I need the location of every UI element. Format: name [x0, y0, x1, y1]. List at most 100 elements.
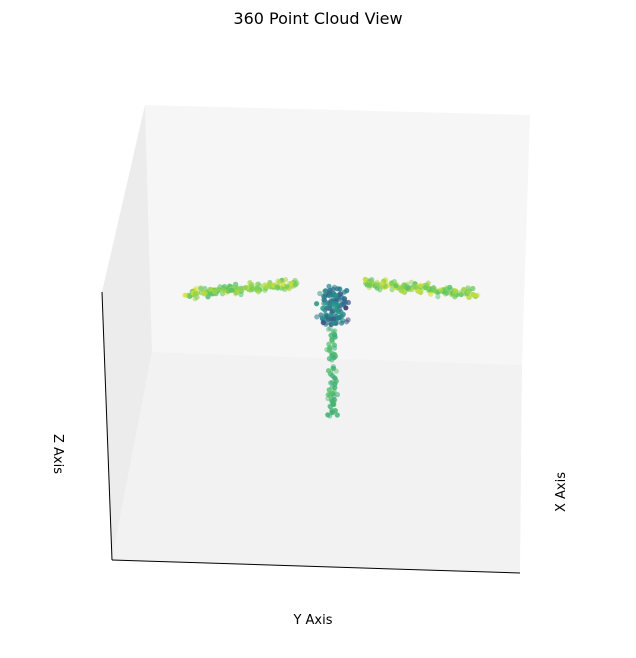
- point-left-arm: [249, 286, 255, 293]
- point-right-arm: [452, 289, 458, 295]
- point-right-arm: [418, 282, 424, 288]
- left-pane: [102, 105, 152, 560]
- point-left-arm: [264, 284, 270, 290]
- point-right-arm: [428, 291, 434, 297]
- point-right-arm: [448, 287, 454, 293]
- point-left-arm: [186, 292, 192, 298]
- point-neck: [343, 319, 350, 325]
- point-stem: [332, 397, 338, 403]
- point-left-arm: [205, 294, 211, 300]
- point-right-arm: [465, 285, 471, 291]
- point-left-arm: [233, 281, 239, 287]
- point-right-arm: [435, 294, 441, 300]
- z-axis-line: [101, 291, 113, 561]
- floor-pane: [112, 352, 522, 573]
- point-right-arm: [467, 294, 473, 300]
- point-left-arm: [242, 285, 248, 291]
- point-left-arm: [193, 285, 199, 291]
- point-neck: [344, 288, 350, 294]
- point-right-arm: [458, 289, 464, 295]
- point-right-arm: [472, 292, 478, 298]
- y-axis-line: [111, 559, 521, 574]
- point-neck: [343, 305, 349, 311]
- point-left-arm: [182, 292, 188, 298]
- point-left-arm: [211, 289, 217, 295]
- back-pane: [145, 105, 530, 365]
- point-cloud: [182, 276, 481, 419]
- point-neck: [339, 320, 345, 326]
- point-left-arm: [255, 289, 262, 295]
- point-neck: [314, 301, 320, 307]
- point-left-arm: [220, 285, 226, 291]
- point-right-arm: [412, 284, 419, 290]
- point-stem: [334, 412, 340, 418]
- point-neck: [345, 317, 351, 323]
- point-neck: [337, 297, 343, 303]
- point-neck: [330, 286, 336, 292]
- point-left-arm: [200, 290, 206, 296]
- point-neck: [320, 293, 327, 299]
- point-stem: [332, 385, 338, 391]
- point-stem: [328, 380, 334, 386]
- point-stem: [329, 373, 336, 379]
- point-stem: [325, 368, 332, 374]
- point-stem: [328, 391, 334, 397]
- point-right-arm: [379, 281, 385, 287]
- point-right-arm: [436, 289, 442, 295]
- point-stem: [325, 395, 331, 402]
- point-left-arm: [282, 277, 289, 283]
- point-left-arm: [292, 282, 298, 288]
- point-right-arm: [431, 286, 437, 292]
- point-left-arm: [254, 281, 260, 287]
- point-stem: [325, 326, 332, 332]
- point-neck: [328, 312, 334, 318]
- point-neck: [331, 316, 337, 322]
- point-right-arm: [438, 287, 444, 293]
- point-right-arm: [374, 281, 380, 287]
- point-neck: [319, 315, 325, 321]
- point-left-arm: [192, 291, 198, 297]
- point-stem: [326, 387, 332, 393]
- point-left-arm: [277, 279, 283, 285]
- point-stem: [332, 408, 338, 414]
- point-neck: [333, 307, 339, 313]
- point-stem: [329, 338, 335, 344]
- y-axis-label: Y Axis: [292, 613, 332, 628]
- point-neck: [314, 314, 320, 320]
- x-axis-label: X Axis: [554, 472, 569, 512]
- point-stem: [325, 412, 331, 418]
- point-stem: [332, 334, 338, 340]
- point-left-arm: [238, 291, 244, 298]
- point-right-arm: [408, 279, 414, 285]
- point-neck: [341, 296, 348, 302]
- point-neck: [333, 293, 339, 299]
- point-right-arm: [399, 288, 405, 294]
- point-stem: [330, 351, 336, 357]
- point-left-arm: [229, 287, 235, 293]
- point-neck: [322, 288, 328, 294]
- point-right-arm: [367, 282, 373, 288]
- point-right-arm: [362, 276, 368, 282]
- point-stem: [330, 365, 336, 372]
- point-right-arm: [405, 285, 411, 291]
- point-right-arm: [465, 289, 472, 295]
- point-stem: [327, 325, 333, 331]
- point-stem: [326, 356, 332, 362]
- point-left-arm: [288, 281, 295, 287]
- z-axis-label: Z Axis: [50, 434, 65, 474]
- chart-title: 360 Point Cloud View: [233, 9, 402, 28]
- point-neck: [320, 320, 326, 326]
- point-right-arm: [470, 285, 476, 292]
- point-neck: [326, 283, 332, 289]
- point-neck: [345, 299, 351, 306]
- point-right-arm: [443, 287, 449, 293]
- point-stem: [324, 347, 330, 353]
- point-stem: [331, 342, 337, 348]
- point-neck: [326, 303, 333, 309]
- point-right-arm: [423, 285, 429, 291]
- point-left-arm: [274, 284, 280, 290]
- point-stem: [334, 392, 340, 398]
- point-left-arm: [219, 291, 226, 297]
- point-stem: [328, 332, 334, 338]
